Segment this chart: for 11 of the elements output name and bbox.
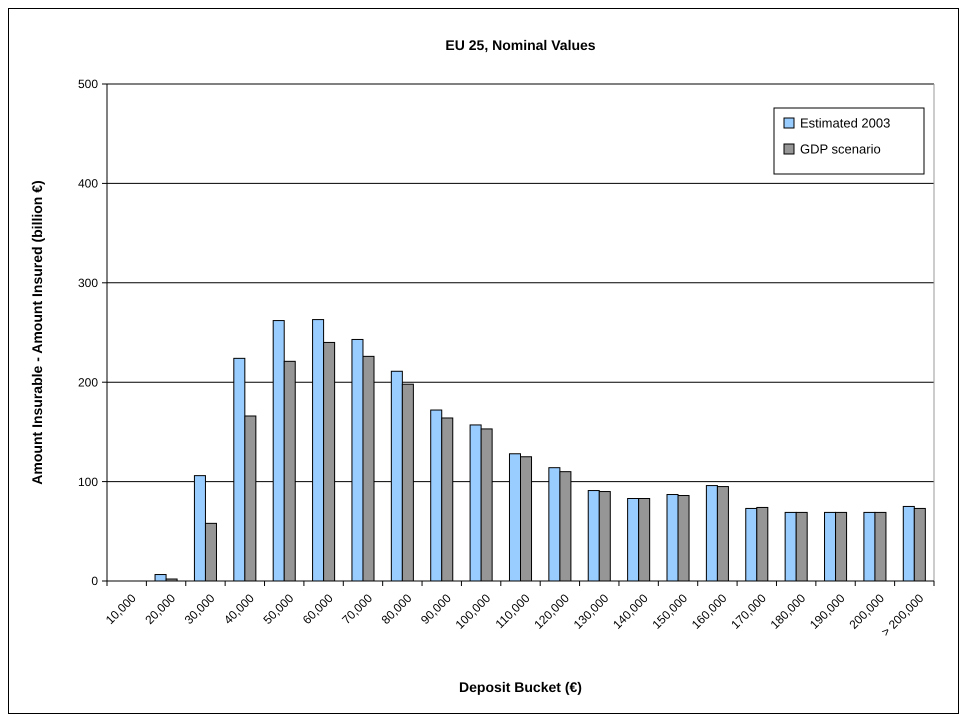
y-tick-label: 0	[91, 574, 98, 588]
y-tick-label: 100	[78, 474, 98, 489]
chart-title: EU 25, Nominal Values	[445, 37, 596, 53]
legend-label: Estimated 2003	[800, 116, 890, 131]
y-tick-label: 400	[78, 176, 98, 191]
y-axis-title: Amount Insurable - Amount Insured (billion €)	[29, 180, 45, 485]
y-tick-label: 300	[78, 276, 98, 290]
y-tick-label: 200	[78, 375, 98, 390]
y-tick-label: 500	[78, 77, 98, 92]
legend-label: GDP scenario	[800, 142, 881, 157]
x-axis-title: Deposit Bucket (€)	[459, 679, 582, 695]
